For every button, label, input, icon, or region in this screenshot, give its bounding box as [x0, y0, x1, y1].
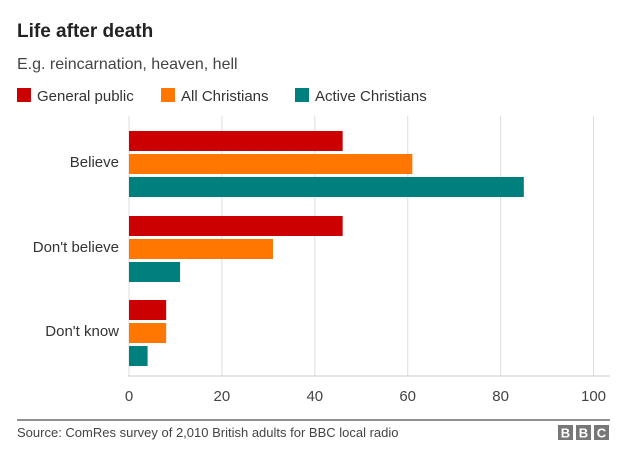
legend-swatch — [17, 88, 31, 102]
legend-label: All Christians — [181, 88, 269, 105]
bar — [129, 262, 181, 282]
bar — [129, 177, 524, 197]
bar — [129, 300, 167, 320]
svg-text:C: C — [597, 426, 607, 441]
x-tick-label: 40 — [306, 388, 323, 405]
svg-text:B: B — [561, 426, 570, 441]
bars — [129, 131, 524, 366]
x-tick-label: 100 — [581, 388, 606, 405]
bar — [129, 154, 413, 174]
x-tick-label: 20 — [214, 388, 231, 405]
legend: General public All Christians Active Chris… — [17, 88, 427, 105]
x-tick-labels: 0 20 40 60 80 100 — [125, 388, 606, 405]
bar — [129, 216, 343, 236]
bar — [129, 131, 343, 151]
svg-text:B: B — [579, 426, 588, 441]
x-tick-label: 0 — [125, 388, 133, 405]
bar — [129, 346, 148, 366]
legend-swatch — [295, 88, 309, 102]
bar — [129, 323, 167, 343]
category-labels: Believe Don't believe Don't know — [33, 154, 119, 340]
category-label: Believe — [70, 154, 119, 171]
x-tick-label: 60 — [399, 388, 416, 405]
legend-swatch — [161, 88, 175, 102]
chart-title: Life after death — [17, 21, 153, 42]
bbc-logo: B B C — [558, 425, 609, 441]
bar — [129, 239, 273, 259]
source-note: Source: ComRes survey of 2,010 British a… — [17, 425, 399, 440]
x-tick-label: 80 — [492, 388, 509, 405]
category-label: Don't believe — [33, 239, 119, 256]
legend-label: Active Christians — [315, 88, 427, 105]
chart-subtitle: E.g. reincarnation, heaven, hell — [17, 56, 238, 73]
legend-label: General public — [37, 88, 134, 105]
category-label: Don't know — [45, 323, 119, 340]
